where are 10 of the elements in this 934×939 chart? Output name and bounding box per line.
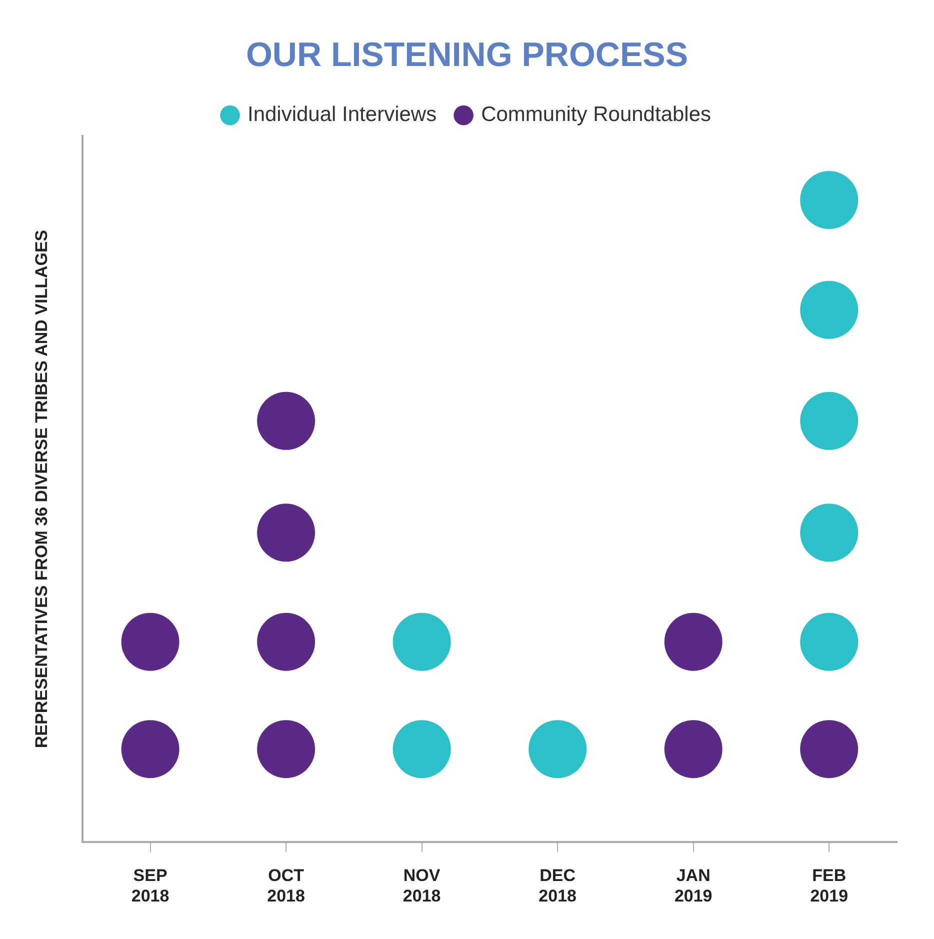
x-tick-label: OCT 2018	[267, 866, 305, 906]
x-tick-label: JAN 2019	[674, 866, 712, 906]
x-tick-label: FEB 2019	[810, 866, 848, 906]
legend-label: Community Roundtables	[481, 103, 712, 126]
chart-title: OUR LISTENING PROCESS	[246, 36, 688, 74]
y-axis-title: REPRESENTATIVES FROM 36 DIVERSE TRIBES AND VILLAGES	[32, 230, 51, 748]
x-tick-label: DEC 2018	[538, 866, 576, 906]
x-tick-label: NOV 2018	[402, 866, 441, 906]
legend-label: Individual Interviews	[247, 103, 437, 126]
x-tick-label: SEP 2018	[131, 866, 170, 906]
